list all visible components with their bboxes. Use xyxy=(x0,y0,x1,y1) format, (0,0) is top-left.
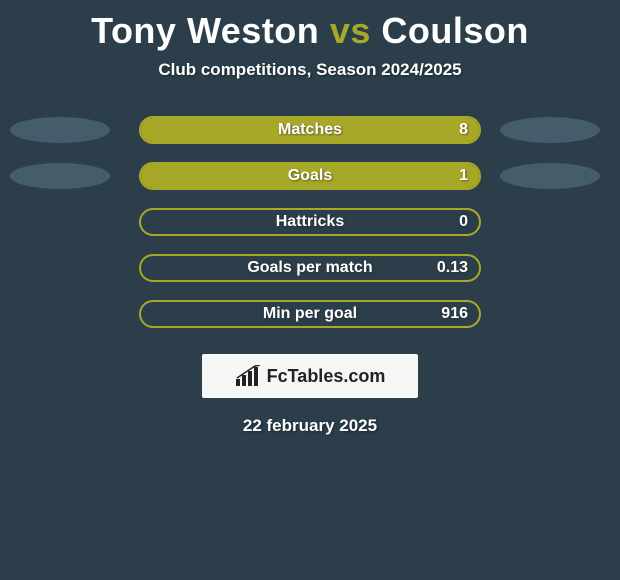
stat-label: Goals xyxy=(288,167,332,185)
stat-label: Goals per match xyxy=(247,259,372,277)
date-line: 22 february 2025 xyxy=(0,416,620,436)
player-ellipse-left xyxy=(10,117,110,143)
vs-text: vs xyxy=(330,10,371,51)
stat-bar: Goals xyxy=(139,162,481,190)
stats-area: Matches 8 Goals 1 Hattricks 0 Goals per match 0… xyxy=(0,116,620,328)
stat-value-right: 0.13 xyxy=(437,254,468,282)
stat-row: Goals 1 xyxy=(0,162,620,190)
logo-badge: FcTables.com xyxy=(202,354,418,398)
stat-row: Hattricks 0 xyxy=(0,208,620,236)
stat-row: Min per goal 916 xyxy=(0,300,620,328)
chart-icon xyxy=(235,365,261,387)
stat-value-right: 0 xyxy=(459,208,468,236)
logo-text: FcTables.com xyxy=(267,366,386,387)
stat-bar: Goals per match xyxy=(139,254,481,282)
page-title: Tony Weston vs Coulson xyxy=(0,0,620,52)
player-ellipse-left xyxy=(10,163,110,189)
stat-value-right: 8 xyxy=(459,116,468,144)
player-ellipse-right xyxy=(500,163,600,189)
stat-label: Matches xyxy=(278,121,342,139)
player-ellipse-right xyxy=(500,117,600,143)
player2-name: Coulson xyxy=(381,10,528,51)
stat-value-right: 916 xyxy=(441,300,468,328)
player1-name: Tony Weston xyxy=(91,10,319,51)
stat-bar: Matches xyxy=(139,116,481,144)
stat-row: Goals per match 0.13 xyxy=(0,254,620,282)
stat-value-right: 1 xyxy=(459,162,468,190)
stat-label: Min per goal xyxy=(263,305,357,323)
stat-bar: Min per goal xyxy=(139,300,481,328)
stat-row: Matches 8 xyxy=(0,116,620,144)
subtitle: Club competitions, Season 2024/2025 xyxy=(0,60,620,80)
stat-label: Hattricks xyxy=(276,213,344,231)
stat-bar: Hattricks xyxy=(139,208,481,236)
